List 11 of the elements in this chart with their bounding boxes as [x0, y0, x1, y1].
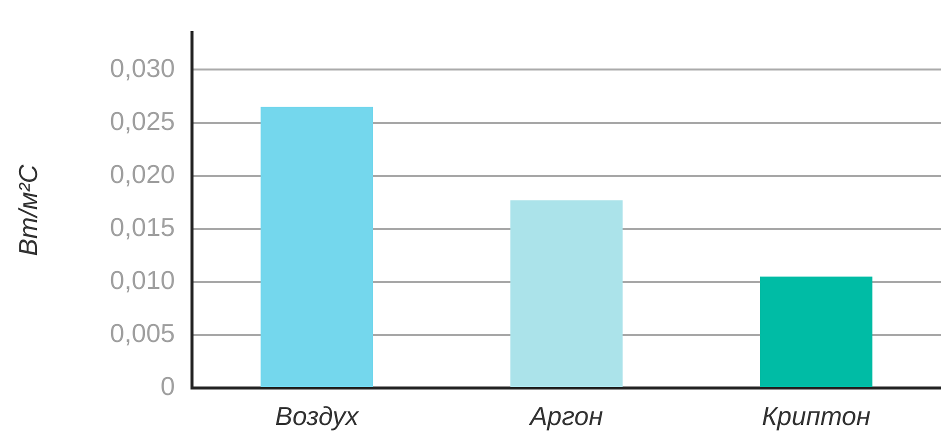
y-tick-label: 0,005	[110, 318, 175, 348]
y-tick-label: 0,030	[110, 52, 175, 83]
y-tick-label: 0,010	[110, 265, 175, 296]
y-tick-label: 0,020	[110, 158, 175, 189]
y-tick-label: 0	[160, 371, 175, 402]
y-tick-label: 0,025	[110, 106, 175, 136]
x-tick-label: Аргон	[528, 400, 604, 431]
y-tick-label: 0,015	[110, 212, 175, 242]
x-tick-label: Криптон	[762, 400, 871, 431]
x-tick-label: Воздух	[275, 400, 360, 431]
y-axis-title: Вт/м²С	[12, 164, 43, 256]
